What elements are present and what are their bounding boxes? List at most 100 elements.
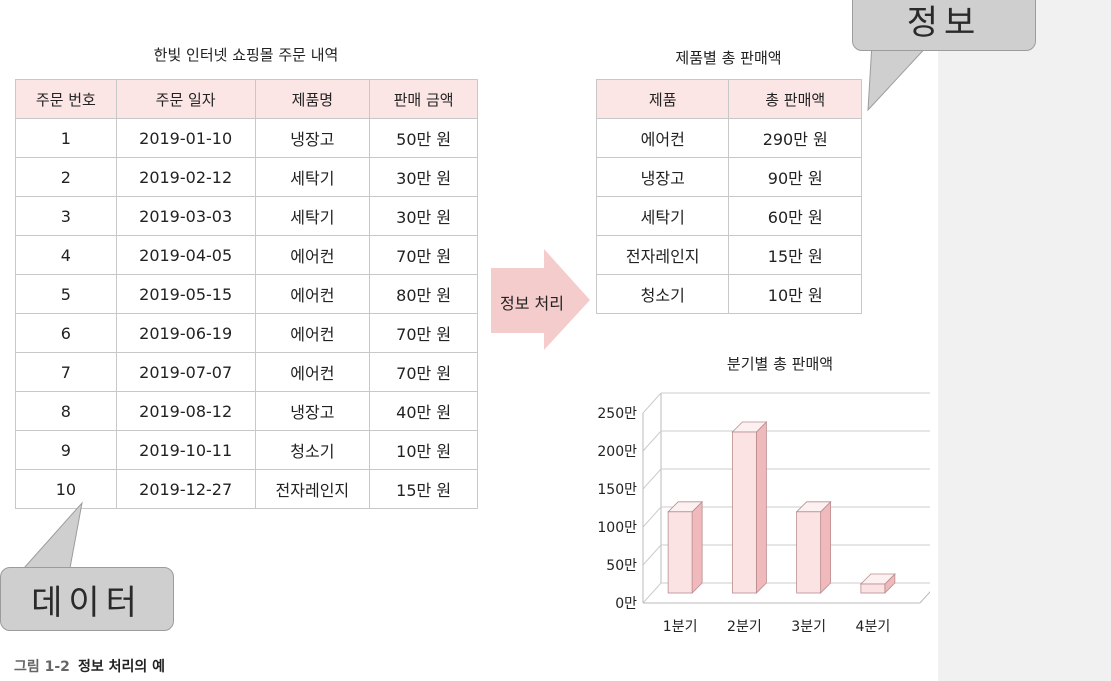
table-row: 전자레인지 15만 원 xyxy=(595,235,862,275)
chart-bar xyxy=(796,511,822,594)
totals-header-cell: 제품 xyxy=(595,79,730,119)
totals-body: 에어컨 290만 원 냉장고 90만 원 세탁기 60만 원 전자레인지 15만 원 청소기 10… xyxy=(595,118,862,314)
totals-cell: 10만 원 xyxy=(728,274,862,314)
chart-y-tick-label: 150만 xyxy=(597,482,637,498)
totals-cell: 290만 원 xyxy=(728,118,862,158)
orders-cell: 70만 원 xyxy=(369,235,478,275)
chart-y-tick-label: 50만 xyxy=(606,558,637,574)
info-callout-pointer xyxy=(867,42,932,112)
figure-caption: 그림 1-2 정보 처리의 예 xyxy=(14,656,165,676)
data-callout: 데이터 xyxy=(0,567,174,631)
table-row: 4 2019-04-05 에어컨 70만 원 xyxy=(15,235,478,275)
orders-cell: 2019-10-11 xyxy=(115,430,256,470)
chart-x-tick-label: 2분기 xyxy=(727,619,762,635)
table-row: 청소기 10만 원 xyxy=(595,274,862,314)
chart-y-tick-label: 200만 xyxy=(597,444,637,460)
totals-cell: 청소기 xyxy=(595,274,730,314)
caption-text: 정보 처리의 예 xyxy=(77,659,165,675)
table-row: 10 2019-12-27 전자레인지 15만 원 xyxy=(15,469,478,509)
orders-cell: 2019-08-12 xyxy=(115,391,256,431)
orders-cell: 2019-01-10 xyxy=(115,118,256,158)
chart-bar xyxy=(860,583,886,594)
orders-cell: 10 xyxy=(15,469,117,509)
totals-cell: 60만 원 xyxy=(728,196,862,236)
orders-cell: 에어컨 xyxy=(254,274,371,314)
totals-cell: 세탁기 xyxy=(595,196,730,236)
table-row: 1 2019-01-10 냉장고 50만 원 xyxy=(15,118,478,158)
chart-bar-side xyxy=(755,421,767,594)
orders-cell: 9 xyxy=(15,430,117,470)
orders-cell: 70만 원 xyxy=(369,313,478,353)
orders-table-title: 한빛 인터넷 쇼핑몰 주문 내역 xyxy=(153,46,339,64)
totals-cell: 전자레인지 xyxy=(595,235,730,275)
orders-header-row: 주문 번호 주문 일자 제품명 판매 금액 xyxy=(15,79,478,119)
chart-x-tick-label: 4분기 xyxy=(856,619,891,635)
orders-cell: 2019-02-12 xyxy=(115,157,256,197)
orders-cell: 80만 원 xyxy=(369,274,478,314)
orders-cell: 7 xyxy=(15,352,117,392)
orders-cell: 70만 원 xyxy=(369,352,478,392)
totals-header-cell: 총 판매액 xyxy=(728,79,862,119)
orders-cell: 청소기 xyxy=(254,430,371,470)
table-row: 9 2019-10-11 청소기 10만 원 xyxy=(15,430,478,470)
orders-cell: 세탁기 xyxy=(254,157,371,197)
chart-gridline-diag xyxy=(642,544,662,566)
chart-gridline-diag xyxy=(642,468,662,490)
orders-cell: 에어컨 xyxy=(254,235,371,275)
chart-bar-side xyxy=(820,500,832,594)
chart-x-tick-label: 1분기 xyxy=(663,619,698,635)
chart-floor-right xyxy=(919,591,930,604)
chart-y-tick-label: 0만 xyxy=(615,596,637,612)
orders-cell: 냉장고 xyxy=(254,118,371,158)
orders-header-cell: 제품명 xyxy=(254,79,371,119)
table-row: 7 2019-07-07 에어컨 70만 원 xyxy=(15,352,478,392)
table-row: 냉장고 90만 원 xyxy=(595,157,862,197)
orders-header-cell: 주문 번호 xyxy=(15,79,117,119)
orders-cell: 50만 원 xyxy=(369,118,478,158)
orders-cell: 2019-04-05 xyxy=(115,235,256,275)
info-callout: 정보 xyxy=(852,0,1036,51)
orders-cell: 세탁기 xyxy=(254,196,371,236)
totals-cell: 90만 원 xyxy=(728,157,862,197)
orders-cell: 1 xyxy=(15,118,117,158)
caption-number: 그림 1-2 xyxy=(14,659,70,675)
orders-cell: 2019-07-07 xyxy=(115,352,256,392)
product-totals-title: 제품별 총 판매액 xyxy=(675,49,782,67)
orders-cell: 5 xyxy=(15,274,117,314)
orders-cell: 2019-03-03 xyxy=(115,196,256,236)
orders-cell: 2019-05-15 xyxy=(115,274,256,314)
table-row: 3 2019-03-03 세탁기 30만 원 xyxy=(15,196,478,236)
totals-header-row: 제품 총 판매액 xyxy=(595,79,862,119)
chart-x-tick-label: 3분기 xyxy=(791,619,826,635)
table-row: 세탁기 60만 원 xyxy=(595,196,862,236)
quarterly-sales-chart: 0만 50만 100만 150만 200만 250만 1분기 2분기 3분기 4분기 xyxy=(597,392,930,635)
table-row: 2 2019-02-12 세탁기 30만 원 xyxy=(15,157,478,197)
orders-cell: 에어컨 xyxy=(254,352,371,392)
chart-title: 분기별 총 판매액 xyxy=(726,355,834,373)
table-row: 에어컨 290만 원 xyxy=(595,118,862,158)
chart-bar xyxy=(667,511,693,594)
totals-cell: 냉장고 xyxy=(595,157,730,197)
orders-cell: 4 xyxy=(15,235,117,275)
orders-header-cell: 판매 금액 xyxy=(369,79,478,119)
orders-cell: 2019-06-19 xyxy=(115,313,256,353)
orders-cell: 에어컨 xyxy=(254,313,371,353)
orders-cell: 6 xyxy=(15,313,117,353)
orders-cell: 2019-12-27 xyxy=(115,469,256,509)
chart-gridline-diag xyxy=(642,430,662,452)
table-row: 5 2019-05-15 에어컨 80만 원 xyxy=(15,274,478,314)
orders-cell: 30만 원 xyxy=(369,196,478,236)
totals-cell: 15만 원 xyxy=(728,235,862,275)
orders-cell: 3 xyxy=(15,196,117,236)
chart-gridline-diag xyxy=(642,506,662,528)
chart-gridline-diag xyxy=(642,392,662,414)
table-row: 6 2019-06-19 에어컨 70만 원 xyxy=(15,313,478,353)
orders-cell: 10만 원 xyxy=(369,430,478,470)
figure-page: 한빛 인터넷 쇼핑몰 주문 내역 주문 번호 주문 일자 제품명 판매 금액 1 201… xyxy=(0,0,938,681)
orders-cell: 40만 원 xyxy=(369,391,478,431)
totals-cell: 에어컨 xyxy=(595,118,730,158)
chart-bar-side xyxy=(691,500,703,594)
table-row: 8 2019-08-12 냉장고 40만 원 xyxy=(15,391,478,431)
chart-y-tick-label: 100만 xyxy=(597,520,637,536)
